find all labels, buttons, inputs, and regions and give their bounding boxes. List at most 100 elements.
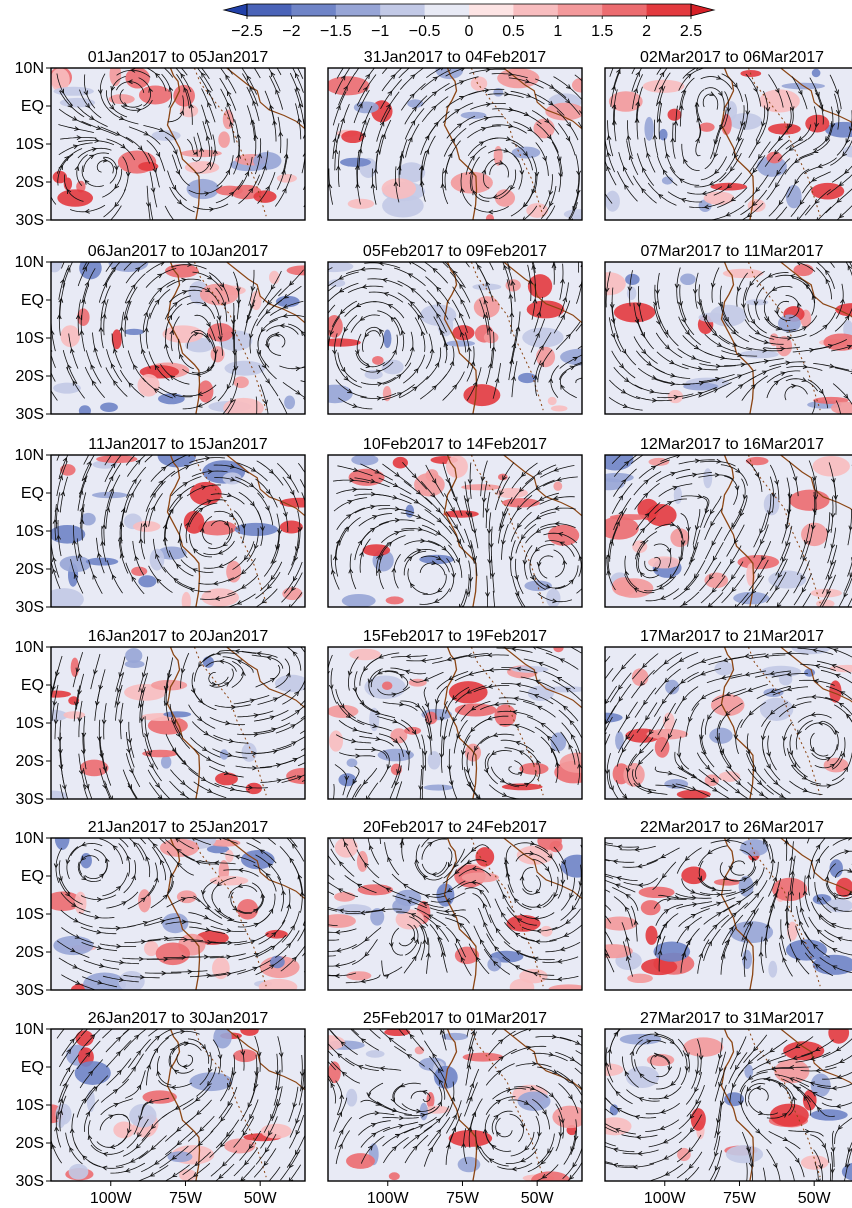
- streamline-arrow: [648, 729, 654, 735]
- streamline: [378, 733, 404, 757]
- streamline: [238, 174, 260, 205]
- streamline: [551, 141, 563, 177]
- streamline: [463, 495, 473, 531]
- streamline: [508, 77, 544, 89]
- streamline: [497, 710, 534, 718]
- streamline: [166, 850, 194, 876]
- streamline-arrow: [728, 926, 734, 932]
- streamline-arrow: [705, 764, 711, 771]
- streamline-arrow: [488, 543, 494, 549]
- streamline-arrow: [128, 382, 134, 388]
- streamline: [703, 914, 730, 942]
- streamline: [468, 1111, 476, 1148]
- streamline-arrow: [674, 283, 680, 289]
- streamline-arrow: [565, 687, 571, 693]
- streamline-arrow: [349, 477, 355, 483]
- coastline: [720, 262, 755, 414]
- streamline: [237, 710, 274, 718]
- anomaly-patch: [328, 315, 343, 338]
- streamline: [658, 103, 663, 140]
- streamline-arrow: [272, 749, 278, 754]
- streamline-arrow: [364, 951, 370, 957]
- streamline: [511, 142, 533, 171]
- streamline: [812, 339, 847, 351]
- streamline-arrow: [708, 574, 714, 581]
- streamline: [606, 555, 616, 591]
- streamline: [384, 842, 400, 876]
- streamline: [201, 104, 213, 140]
- streamline: [332, 91, 347, 126]
- streamline-arrow: [710, 521, 715, 527]
- streamline-arrow: [197, 391, 203, 397]
- anomaly-patch: [609, 514, 650, 521]
- streamline-arrow: [451, 573, 457, 579]
- streamline: [81, 455, 95, 481]
- streamline: [457, 881, 489, 893]
- streamline: [808, 460, 818, 496]
- streamline: [650, 1163, 684, 1181]
- streamline-arrow: [529, 1085, 536, 1091]
- anomaly-patch: [328, 262, 354, 273]
- colorbar-segment: [602, 4, 647, 16]
- streamline: [164, 295, 192, 320]
- streamline: [613, 896, 633, 927]
- streamline-arrow: [472, 189, 477, 196]
- streamline-arrow: [682, 695, 687, 702]
- streamline-arrow: [408, 262, 412, 265]
- streamline-arrow: [147, 1099, 154, 1104]
- anomaly-patch: [829, 680, 842, 703]
- streamline: [799, 139, 831, 159]
- streamline-arrow: [101, 313, 107, 319]
- streamline: [329, 838, 335, 848]
- streamline: [187, 1038, 210, 1064]
- streamline: [667, 191, 703, 203]
- streamline-arrow: [120, 143, 126, 149]
- streamline: [605, 873, 638, 881]
- streamline-arrow: [219, 282, 225, 288]
- streamline-arrow: [225, 720, 231, 726]
- streamline: [170, 461, 204, 477]
- streamline-arrow: [433, 121, 439, 127]
- map-panel-body: [51, 838, 305, 990]
- streamline-arrow: [624, 184, 629, 190]
- streamline: [524, 511, 556, 530]
- streamline: [367, 838, 380, 865]
- streamline-arrow: [428, 1146, 433, 1153]
- streamline: [106, 1058, 132, 1086]
- streamline-arrow: [99, 963, 105, 968]
- streamline-arrow: [219, 1142, 225, 1148]
- streamline: [282, 476, 300, 510]
- streamline-arrow: [652, 397, 658, 403]
- map-panel-body: [328, 647, 582, 799]
- streamline: [171, 1042, 202, 1055]
- streamline-arrow: [552, 598, 558, 604]
- streamline: [257, 171, 276, 204]
- streamline-arrow: [169, 872, 175, 878]
- streamline-arrow: [432, 267, 438, 273]
- streamline-arrow: [524, 1145, 530, 1151]
- streamline: [58, 860, 71, 894]
- streamline-arrow: [714, 1165, 720, 1172]
- streamline-arrow: [130, 284, 136, 290]
- streamline-arrow: [335, 947, 342, 953]
- streamline: [257, 334, 270, 368]
- streamline: [138, 77, 152, 107]
- streamline-arrow: [607, 1048, 612, 1054]
- streamline-arrow: [259, 849, 265, 854]
- streamline-arrow: [352, 487, 358, 492]
- streamline-arrow: [140, 939, 147, 945]
- streamline: [531, 156, 538, 192]
- streamline: [445, 511, 465, 543]
- streamline-arrow: [566, 333, 571, 339]
- streamline: [674, 751, 697, 778]
- streamline-arrow: [647, 789, 653, 794]
- streamline-arrow: [393, 738, 399, 744]
- streamline: [804, 189, 831, 216]
- streamline-arrow: [151, 492, 156, 498]
- streamline-arrow: [136, 1132, 142, 1138]
- streamline-arrow: [720, 953, 726, 959]
- streamline: [521, 867, 534, 892]
- anomaly-patch: [345, 1088, 358, 1107]
- streamline-arrow: [337, 1053, 343, 1059]
- streamline-arrow: [420, 765, 426, 771]
